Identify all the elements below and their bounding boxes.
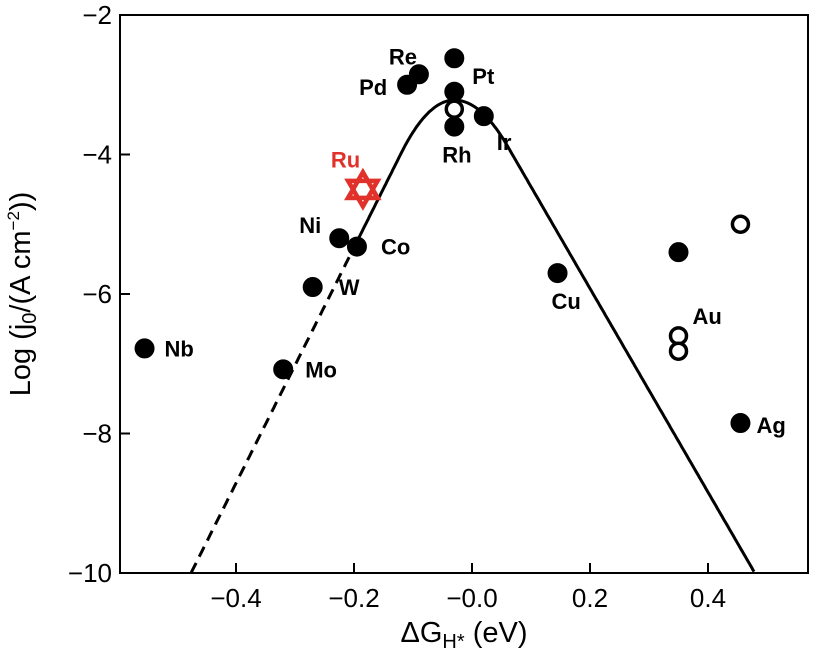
open-data-point bbox=[668, 341, 689, 361]
point-label: Rh bbox=[442, 143, 471, 168]
filled-data-point bbox=[730, 413, 751, 434]
filled-data-point bbox=[302, 277, 323, 298]
y-tick-label: −2 bbox=[82, 0, 112, 30]
y-tick-label: −6 bbox=[82, 279, 112, 309]
filled-data-point bbox=[273, 359, 294, 380]
x-tick-label: −0.4 bbox=[210, 583, 261, 613]
filled-data-point bbox=[444, 116, 465, 137]
y-tick-label: −4 bbox=[82, 140, 112, 170]
x-tick-label: 0.4 bbox=[690, 583, 726, 613]
point-label: Re bbox=[389, 44, 417, 69]
point-label: Mo bbox=[305, 357, 337, 382]
filled-data-point bbox=[444, 81, 465, 102]
highlight-point: Ru bbox=[331, 147, 382, 211]
filled-data-point bbox=[408, 64, 429, 85]
filled-data-point bbox=[444, 48, 465, 69]
volcano-curve bbox=[189, 98, 756, 574]
point-label: Ni bbox=[299, 213, 321, 238]
point-label: Nb bbox=[165, 336, 194, 361]
y-axis-title: Log (j0/(A cm−2)) bbox=[4, 192, 41, 397]
data-points bbox=[134, 48, 751, 434]
open-data-point bbox=[444, 99, 465, 119]
x-tick-label: −0.2 bbox=[328, 583, 379, 613]
curve-solid-segment bbox=[357, 98, 756, 573]
point-label: Au bbox=[693, 304, 722, 329]
open-data-point bbox=[730, 214, 751, 234]
filled-data-point bbox=[473, 106, 494, 127]
x-axis-title: ΔGH* (eV) bbox=[400, 617, 527, 653]
x-tick-label: 0.2 bbox=[572, 583, 608, 613]
point-label: Pd bbox=[359, 75, 387, 100]
filled-data-point bbox=[668, 242, 689, 263]
filled-data-point bbox=[346, 236, 367, 257]
y-axis-ticks: −10 −8 −6 −4 −2 bbox=[68, 0, 130, 588]
x-axis-ticks: −0.4 −0.2 −0.0 0.2 0.4 bbox=[210, 563, 726, 613]
filled-data-point bbox=[329, 228, 350, 249]
filled-data-point bbox=[547, 263, 568, 284]
star-marker-outline bbox=[344, 167, 382, 201]
x-tick-label: −0.0 bbox=[446, 583, 497, 613]
y-tick-label: −10 bbox=[68, 558, 112, 588]
point-label: Co bbox=[381, 235, 410, 260]
point-label: Pt bbox=[472, 64, 495, 89]
curve-dashed-segment bbox=[189, 237, 361, 574]
y-tick-label: −8 bbox=[82, 419, 112, 449]
point-label: W bbox=[339, 275, 360, 300]
highlight-label: Ru bbox=[331, 147, 360, 172]
filled-data-point bbox=[134, 338, 155, 359]
point-label: Ag bbox=[756, 413, 785, 438]
point-label: Ir bbox=[497, 130, 512, 155]
point-label: Cu bbox=[552, 289, 581, 314]
